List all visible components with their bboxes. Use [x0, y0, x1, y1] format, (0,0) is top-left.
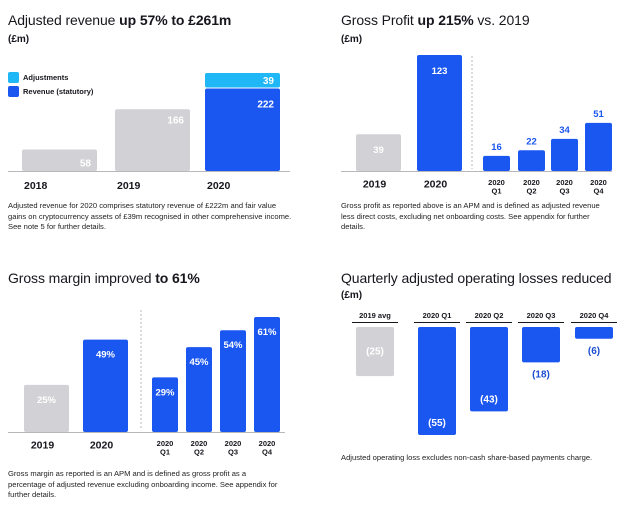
bar-2020 — [83, 339, 128, 432]
x-tick-2020-Q3-line1: 2020 — [225, 439, 242, 448]
legend-revenue: Revenue (statutory) — [8, 86, 93, 97]
data-label-2020-Q4: 51 — [593, 109, 604, 120]
legend-swatch-revenue — [8, 86, 19, 97]
x-tick-2020-Q1-line2: Q1 — [491, 187, 501, 196]
bar-2019-avg — [356, 327, 394, 377]
bar-2020-Q3 — [220, 330, 246, 432]
x-tick-2020-Q4: 2020 Q4 — [580, 311, 610, 320]
operating-losses-chart: 2019 avg (25) 2020 Q1 (55) 2020 Q2 (43) 2020 Q… — [352, 311, 617, 435]
bar-2020-Q1 — [152, 377, 178, 432]
x-tick-2020-Q2-line1: 2020 — [191, 439, 208, 448]
legend-label-revenue: Revenue (statutory) — [23, 87, 94, 96]
x-tick-2020-Q1-line1: 2020 — [488, 178, 505, 187]
data-label-2020: 123 — [432, 66, 448, 77]
data-label-2019: 25% — [37, 395, 57, 406]
x-tick-2020-Q3-line2: Q3 — [559, 187, 569, 196]
x-tick-2020-Q1-line1: 2020 — [157, 439, 174, 448]
data-label-2020-Q4: (6) — [588, 346, 600, 357]
x-tick-2020-Q4-line1: 2020 — [590, 178, 607, 187]
data-label-2020-Q3: 54% — [223, 340, 243, 351]
data-label-adjustments-2020: 39 — [263, 76, 275, 87]
bar-2020-Q4 — [254, 317, 280, 432]
x-tick-2020-Q4-line2: Q4 — [262, 448, 273, 457]
data-label-2020-Q2: 45% — [189, 357, 209, 368]
x-tick-2019: 2019 — [363, 179, 387, 191]
data-label-revenue-2018: 58 — [80, 158, 92, 169]
revenue-unit: (£m) — [8, 34, 30, 45]
x-tick-2020: 2020 — [207, 180, 231, 192]
gross-margin-title-highlight: to 61% — [155, 270, 200, 286]
bar-revenue-2019 — [115, 109, 190, 171]
bar-2020-Q2 — [186, 347, 212, 432]
bar-2020-Q4 — [585, 122, 612, 171]
x-tick-2020-Q3-line2: Q3 — [228, 448, 238, 457]
bar-2020 — [417, 55, 462, 171]
bar-2020-Q3 — [551, 138, 578, 171]
gross-margin-note: Gross margin as reported is an APM and i… — [8, 469, 278, 499]
operating-losses-title: Quarterly adjusted operating losses redu… — [341, 270, 612, 286]
x-tick-2020-Q4-line1: 2020 — [259, 439, 276, 448]
x-tick-2020-Q2-line2: Q2 — [526, 187, 536, 196]
revenue-title: Adjusted revenue up 57% to £261m — [8, 12, 231, 28]
data-label-2020-Q1: (55) — [428, 418, 446, 429]
data-label-2020-Q1: 16 — [491, 142, 502, 153]
data-label-2020-Q2: (43) — [480, 394, 498, 405]
data-label-revenue-2019: 166 — [167, 115, 184, 126]
gross-profit-chart: 3920191232020162020Q1222020Q2342020Q3512… — [341, 55, 612, 196]
data-label-2020-Q2: 22 — [526, 136, 537, 147]
bar-2019 — [356, 134, 401, 171]
data-label-2020-Q3: (18) — [532, 369, 550, 380]
x-tick-2020: 2020 — [90, 440, 114, 452]
bar-revenue-2020 — [205, 88, 280, 171]
bar-2020-Q1 — [483, 155, 510, 171]
x-tick-2020-Q3-line1: 2020 — [556, 178, 573, 187]
legend-adjustments: Adjustments — [8, 72, 68, 83]
gross-margin-title-text: Gross margin improved — [8, 270, 156, 286]
revenue-title-highlight: up 57% to £261m — [119, 12, 232, 28]
gross-profit-title: Gross Profit up 215% vs. 2019 — [341, 12, 530, 28]
gross-profit-title-suffix: vs. 2019 — [473, 12, 530, 28]
bar-2020-Q1 — [418, 327, 456, 435]
x-tick-2018: 2018 — [24, 180, 48, 192]
x-tick-2020-Q2: 2020 Q2 — [475, 311, 504, 320]
gross-profit-note: Gross profit as reported above is an APM… — [341, 201, 600, 231]
gross-margin-title: Gross margin improved to 61% — [8, 270, 200, 286]
revenue-note: Adjusted revenue for 2020 comprises stat… — [8, 201, 292, 231]
x-tick-2020-Q3: 2020 Q3 — [527, 311, 556, 320]
data-label-2020-Q1: 29% — [155, 387, 175, 398]
gross-profit-title-text: Gross Profit — [341, 12, 418, 28]
x-tick-2020-Q4-line2: Q4 — [593, 187, 604, 196]
data-label-2020: 49% — [96, 350, 116, 361]
bar-revenue-2018 — [22, 149, 97, 171]
data-label-2019-avg: (25) — [366, 347, 384, 358]
operating-losses-note: Adjusted operating loss excludes non-cas… — [341, 453, 593, 462]
operating-losses-unit: (£m) — [341, 290, 363, 301]
bar-2019 — [24, 384, 69, 432]
bar-2020-Q2 — [518, 150, 545, 171]
x-tick-2019-avg: 2019 avg — [359, 311, 391, 320]
x-tick-2019: 2019 — [117, 180, 141, 192]
legend-swatch-adjustments — [8, 72, 19, 83]
gross-profit-unit: (£m) — [341, 34, 363, 45]
bar-adjustments-2020 — [205, 73, 280, 88]
x-tick-2019: 2019 — [31, 440, 55, 452]
bar-2020-Q2 — [470, 327, 508, 412]
x-tick-2020-Q2-line2: Q2 — [194, 448, 204, 457]
x-tick-2020-Q1-line2: Q1 — [160, 448, 170, 457]
data-label-2019: 39 — [373, 145, 384, 156]
gross-margin-chart: 25%201949%202029%2020Q145%2020Q254%2020Q… — [8, 310, 285, 457]
bar-2020-Q4 — [575, 327, 613, 339]
x-tick-2020-Q1: 2020 Q1 — [423, 311, 452, 320]
revenue-title-text: Adjusted revenue — [8, 12, 120, 28]
bar-2020-Q3 — [522, 327, 560, 363]
gross-profit-title-highlight: up 215% — [417, 12, 474, 28]
revenue-chart: 58 2018 166 2019 222 39 2020 — [8, 73, 290, 192]
x-tick-2020-Q2-line1: 2020 — [523, 178, 540, 187]
x-tick-2020: 2020 — [424, 179, 448, 191]
legend-label-adjustments: Adjustments — [23, 73, 69, 82]
data-label-revenue-2020: 222 — [257, 99, 274, 110]
data-label-2020-Q3: 34 — [559, 125, 570, 136]
data-label-2020-Q4: 61% — [257, 327, 277, 338]
